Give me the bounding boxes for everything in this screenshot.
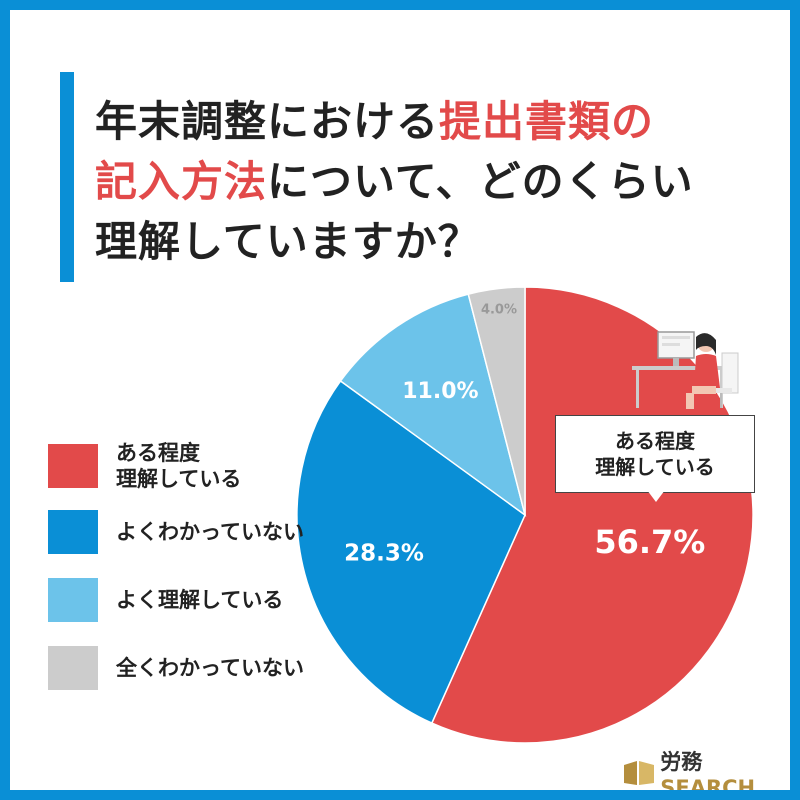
title-line3: 理解していますか？ (95, 217, 481, 266)
title-line2-highlight: 記入方法 (95, 157, 268, 206)
legend-swatch (48, 510, 98, 554)
slice-value-label: 56.7% (594, 523, 705, 561)
pie-slice (339, 293, 527, 517)
slice-value-label: 28.3% (344, 541, 424, 567)
legend-label: 全くわかっていない (116, 656, 304, 680)
title-line2-suffix: について、どのくらい (267, 157, 694, 206)
legend-label: よくわかっていない (116, 520, 304, 544)
title-line1-prefix: 年末調整における (95, 97, 440, 146)
legend-item: 全くわかっていない (48, 646, 316, 690)
pie-slice (430, 286, 754, 744)
legend-label: よく理解している (116, 588, 284, 612)
woman-at-computer-icon (632, 331, 739, 409)
page-title: 年末調整における提出書類の 記入方法について、どのくらい 理解していますか？ (95, 92, 775, 272)
book-icon (624, 761, 654, 785)
legend-swatch (48, 646, 98, 690)
legend-item: よく理解している (48, 578, 316, 622)
pie-chart: 56.7% 28.3% 11.0% 4.0% (296, 286, 754, 744)
legend-label: ある程度 理解している (116, 441, 242, 491)
logo-en: SEARCH (660, 776, 756, 790)
callout-label: ある程度 理解している (595, 429, 715, 479)
legend-swatch (48, 444, 98, 488)
legend-item: ある程度 理解している (48, 440, 316, 492)
legend-item: よくわかっていない (48, 510, 316, 554)
callout-pointer (647, 490, 665, 502)
pie-slice (467, 286, 526, 516)
infographic-card: 年末調整における提出書類の 記入方法について、どのくらい 理解していますか？ 5… (10, 10, 790, 790)
pie-slice (296, 379, 526, 725)
slice-value-label: 4.0% (481, 303, 517, 318)
slice-value-label: 11.0% (402, 379, 478, 404)
title-line1-highlight: 提出書類の (439, 97, 655, 146)
callout-box: ある程度 理解している (555, 415, 755, 493)
legend-swatch (48, 578, 98, 622)
brand-logo: 労務 SEARCH (622, 746, 790, 790)
title-accent-bar (60, 72, 74, 282)
logo-jp: 労務 (660, 750, 703, 774)
